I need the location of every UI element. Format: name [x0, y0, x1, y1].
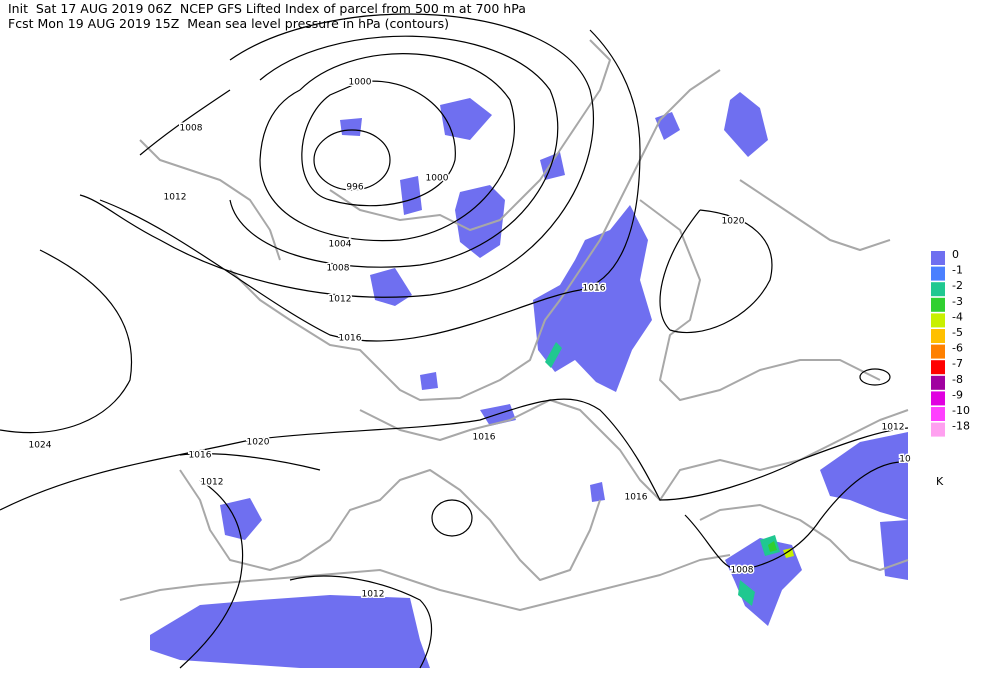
contour-label: 1000: [426, 174, 449, 184]
legend-label: -18: [952, 420, 970, 433]
legend-label: -7: [952, 357, 963, 370]
legend-swatch: [931, 297, 945, 312]
contour-label: 1016: [473, 433, 496, 443]
legend-label: -5: [952, 326, 963, 339]
legend-swatch: [931, 344, 945, 359]
legend-label: -9: [952, 388, 963, 401]
contour-label: 1024: [29, 441, 52, 451]
legend-swatch: [931, 329, 945, 343]
legend-swatch: [931, 407, 945, 421]
contour-label: 1016: [189, 451, 212, 461]
legend-label: -6: [952, 342, 963, 355]
isobars: [0, 13, 909, 669]
contour-label: 1012: [329, 295, 352, 305]
legend-unit: K: [936, 475, 944, 488]
legend-swatch: [931, 375, 945, 390]
contour-label: 1012: [882, 423, 905, 433]
contour-label: 1012: [164, 193, 187, 203]
legend-swatch: [931, 360, 945, 375]
legend-label: -2: [952, 279, 963, 292]
contour-label: 1016: [625, 493, 648, 503]
contour-label: 1016: [339, 334, 362, 344]
contour-label: 1020: [247, 438, 270, 448]
header-line: Fcst Mon 19 AUG 2019 15Z Mean sea level …: [8, 16, 449, 31]
legend-swatch: [931, 422, 945, 437]
contour-label: 1008: [731, 566, 754, 576]
legend-label: 0: [952, 248, 959, 261]
legend-swatch: [931, 391, 945, 406]
legend-label: -10: [952, 404, 970, 417]
contour-label: 1008: [180, 124, 203, 134]
legend-swatch: [931, 313, 945, 328]
legend-label: -3: [952, 295, 963, 308]
contour-labels: 1000 1008 1012 996 1000 1004 1008 1012 1016 1016 1…: [27, 76, 912, 601]
contour-label: 1004: [329, 240, 352, 250]
contour-label: 1008: [327, 264, 350, 274]
contour-label: 1000: [349, 78, 372, 88]
legend-label: -8: [952, 373, 963, 386]
legend-label: -4: [952, 310, 963, 323]
contour-label: 1012: [362, 590, 385, 600]
legend-label: -1: [952, 264, 963, 277]
legend-swatch: [931, 282, 945, 297]
contour-label: 10: [899, 455, 911, 465]
coastlines: [119, 39, 909, 611]
legend-swatch: [931, 251, 945, 265]
header-line: Init Sat 17 AUG 2019 06Z NCEP GFS Lifted…: [8, 1, 526, 16]
contour-label: 1016: [583, 284, 606, 294]
contour-label: 1012: [201, 478, 224, 488]
contour-label: 1020: [722, 217, 745, 227]
legend-swatch: [931, 266, 945, 281]
legend: 0 -1 -2 -3 -4 -5 -6 -7 -8 -9 -10 -18: [931, 248, 970, 437]
lifted-index-areas: [150, 92, 908, 668]
contour-label: 996: [346, 183, 363, 193]
